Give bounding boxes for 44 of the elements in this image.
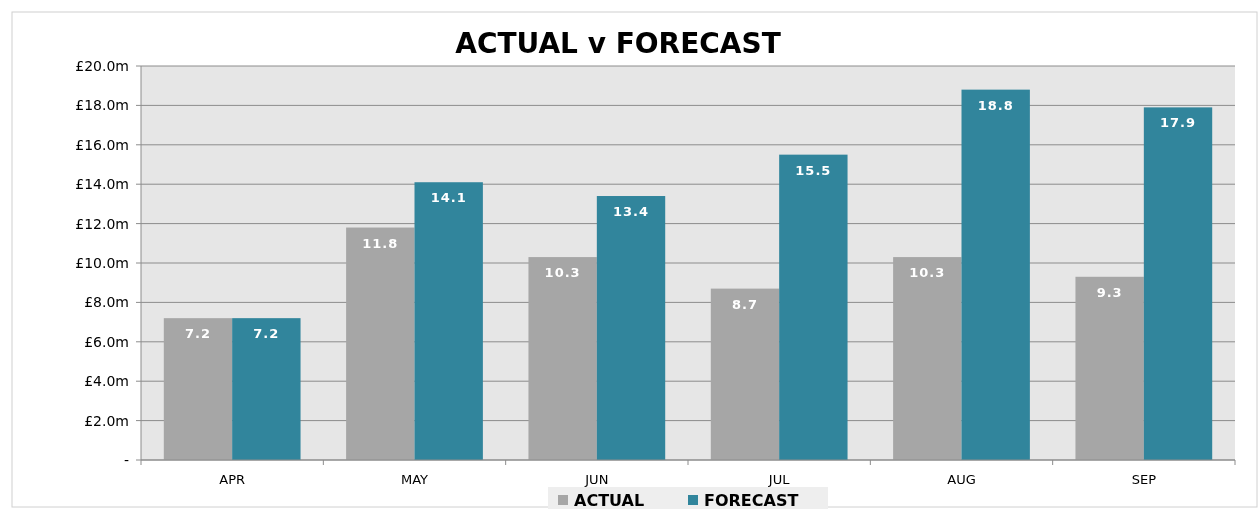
bar xyxy=(414,182,483,460)
bar xyxy=(710,288,780,460)
y-tick-label: £4.0m xyxy=(84,373,129,390)
bar xyxy=(779,154,848,460)
data-label: 8.7 xyxy=(731,296,758,312)
bar xyxy=(893,257,962,460)
bar xyxy=(1075,276,1144,460)
bar xyxy=(528,257,597,460)
y-tick-label: £12.0m xyxy=(75,215,129,232)
y-tick-label: £2.0m xyxy=(84,412,129,429)
y-tick-label: £14.0m xyxy=(75,176,129,193)
x-tick-label: JUN xyxy=(584,472,609,487)
data-label: 10.3 xyxy=(544,265,581,281)
bar xyxy=(596,196,666,460)
x-tick-label: AUG xyxy=(947,472,976,487)
data-label: 11.8 xyxy=(362,235,399,251)
data-label: 18.8 xyxy=(977,97,1014,113)
data-label: 17.9 xyxy=(1159,115,1197,131)
x-tick-label: MAY xyxy=(400,472,429,487)
data-label: 7.2 xyxy=(253,326,280,342)
data-label: 9.3 xyxy=(1096,284,1123,300)
data-label: 15.5 xyxy=(795,162,832,178)
y-tick-label: £20.0m xyxy=(75,57,129,74)
y-tick-label: £16.0m xyxy=(75,136,129,153)
y-tick-label: £6.0m xyxy=(84,333,129,350)
bar xyxy=(232,318,301,460)
data-label: 10.3 xyxy=(909,265,946,281)
y-tick-label: £8.0m xyxy=(84,294,129,311)
bar xyxy=(346,227,415,460)
bar xyxy=(961,89,1030,460)
y-tick-label: - xyxy=(123,451,129,468)
x-tick-label: SEP xyxy=(1131,472,1157,487)
data-label: 14.1 xyxy=(430,190,467,206)
x-tick-label: JUL xyxy=(767,472,791,487)
data-label: 13.4 xyxy=(612,204,650,220)
bar xyxy=(1143,107,1213,460)
legend-label: ACTUAL xyxy=(574,490,645,509)
chart-title: ACTUAL v FORECAST xyxy=(455,27,781,60)
data-label: 7.2 xyxy=(184,326,211,342)
y-tick-label: £18.0m xyxy=(75,97,129,114)
y-tick-label: £10.0m xyxy=(75,254,129,271)
legend-label: FORECAST xyxy=(704,490,799,509)
bar xyxy=(163,318,233,460)
x-tick-label: APR xyxy=(219,472,246,487)
